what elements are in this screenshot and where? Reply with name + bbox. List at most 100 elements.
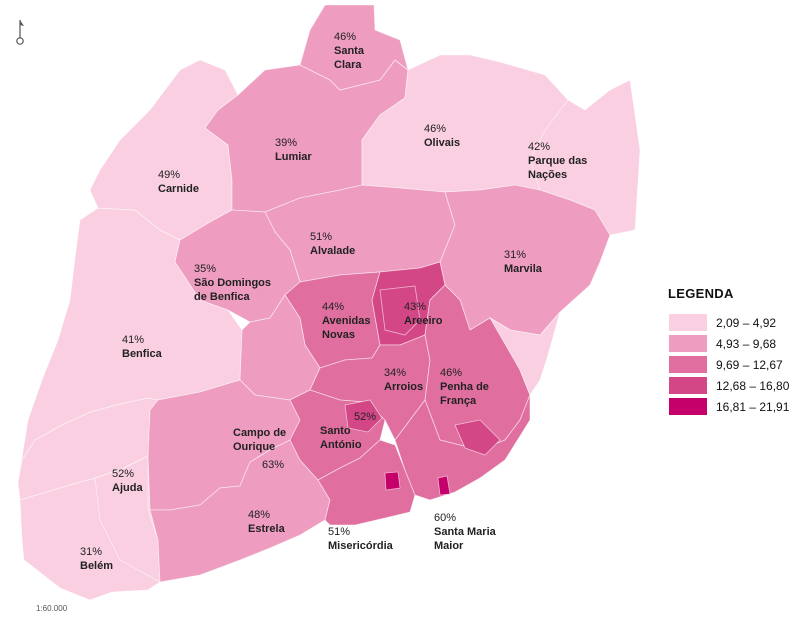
region-hotspot-santo-antonio: [344, 399, 383, 433]
label-benfica: 41% Benfica: [122, 333, 162, 361]
scale-text: 1:60.000: [36, 604, 68, 613]
label-santa-clara: 46% Santa Clara: [334, 30, 364, 72]
label-misericordia: 51% Misericórdia: [328, 525, 393, 553]
label-santo-antonio-pct: 52%: [354, 410, 376, 424]
region-santa-clara: [299, 4, 409, 91]
percent-text: 52%: [354, 411, 377, 423]
legend-row: 4,93 – 9,68: [668, 334, 789, 353]
region-hotspot-east: [454, 419, 501, 456]
label-estrela: 48% Estrela: [248, 508, 285, 536]
parish-name-line2: Nações: [528, 169, 568, 181]
region-sao-domingos-de-benfica: [174, 209, 301, 323]
parish-name: Alvalade: [310, 245, 356, 257]
percent-text: 31%: [80, 546, 103, 558]
parish-name: Belém: [80, 560, 114, 572]
percent-text: 49%: [158, 169, 181, 181]
parish-name: Ajuda: [112, 482, 143, 494]
legend-row: 2,09 – 4,92: [668, 313, 789, 332]
region-hotspot-areeiro: [379, 285, 421, 336]
legend-swatch: [668, 397, 708, 416]
percent-text: 43%: [404, 301, 427, 313]
parish-name: Parque das: [528, 155, 588, 167]
legend-label: 12,68 – 16,80: [716, 378, 790, 393]
label-penha-de-franca: 46% Penha de França: [440, 366, 489, 408]
parish-name: Penha de: [440, 381, 489, 393]
region-east-strip: [488, 311, 561, 396]
label-sao-domingos-de-benfica: 35% São Domingos de Benfica: [194, 262, 271, 304]
parish-name: Benfica: [122, 348, 162, 360]
legend-row: 12,68 – 16,80: [668, 376, 789, 395]
label-parque-das-nacoes: 42% Parque das Nações: [528, 140, 587, 182]
parish-name: Olivais: [424, 137, 461, 149]
map-legend: LEGENDA 2,09 – 4,92 4,93 – 9,68 9,69 – 1…: [668, 286, 789, 418]
region-misericordia: [317, 439, 416, 526]
parish-name: Santa Maria: [434, 526, 496, 538]
north-arrow-icon: [16, 20, 24, 45]
percent-text: 34%: [384, 367, 407, 379]
legend-label: 9,69 – 12,67: [716, 357, 783, 372]
percent-text: 46%: [334, 31, 357, 43]
legend-swatch: [668, 376, 708, 395]
region-hotspot-baixa: [384, 471, 401, 491]
legend-label: 4,93 – 9,68: [716, 336, 777, 351]
legend-swatch: [668, 355, 708, 374]
legend-swatch: [668, 334, 708, 353]
region-hotspot-alfama: [437, 475, 451, 496]
parish-name: Carnide: [158, 183, 199, 195]
legend-label: 2,09 – 4,92: [716, 315, 777, 330]
parish-name-line2: António: [320, 439, 362, 451]
percent-text: 44%: [322, 301, 345, 313]
parish-name-line2: de Benfica: [194, 291, 250, 303]
percent-text: 42%: [528, 141, 551, 153]
parish-name-line2: França: [440, 395, 477, 407]
parish-name: Arroios: [384, 381, 424, 393]
parish-name: Santa: [334, 45, 364, 57]
percent-text: 31%: [504, 249, 527, 261]
parish-name: Misericórdia: [328, 540, 393, 552]
percent-text: 52%: [112, 468, 135, 480]
percent-text: 41%: [122, 334, 145, 346]
label-alvalade: 51% Alvalade: [310, 230, 355, 258]
percent-text: 63%: [262, 459, 285, 471]
parish-name: Avenidas: [322, 315, 371, 327]
percent-text: 51%: [328, 526, 351, 538]
parish-name-line2: Maior: [434, 540, 464, 552]
label-campo-de-ourique: Campo de Ourique: [233, 426, 286, 454]
label-santa-maria-maior: 60% Santa Maria Maior: [434, 511, 496, 553]
legend-swatch: [668, 313, 708, 332]
legend-label: 16,81 – 21,91: [716, 399, 790, 414]
percent-text: 60%: [434, 512, 457, 524]
label-santo-antonio: Santo António: [320, 424, 362, 452]
parish-name: Marvila: [504, 263, 542, 275]
label-areeiro: 43% Areeiro: [404, 300, 443, 328]
label-lumiar: 39% Lumiar: [275, 136, 312, 164]
parish-name: Campo de: [233, 427, 287, 439]
parish-name-line2: Ourique: [233, 441, 276, 453]
percent-text: 39%: [275, 137, 298, 149]
parish-name: Estrela: [248, 523, 285, 535]
parish-name: Areeiro: [404, 315, 443, 327]
label-marvila: 31% Marvila: [504, 248, 542, 276]
legend-title: LEGENDA: [668, 286, 734, 301]
parish-name: Lumiar: [275, 151, 312, 163]
label-olivais: 46% Olivais: [424, 122, 460, 150]
percent-text: 51%: [310, 231, 333, 243]
parish-name-line2: Novas: [322, 329, 356, 341]
percent-text: 46%: [440, 367, 463, 379]
label-campo-de-ourique-pct: 63%: [262, 458, 284, 472]
label-belem: 31% Belém: [80, 545, 113, 573]
parish-name: São Domingos: [194, 277, 272, 289]
legend-row: 16,81 – 21,91: [668, 397, 789, 416]
region-santa-maria-maior: [394, 394, 531, 501]
label-carnide: 49% Carnide: [158, 168, 199, 196]
label-avenidas-novas: 44% Avenidas Novas: [322, 300, 371, 342]
label-arroios: 34% Arroios: [384, 366, 423, 394]
legend-row: 9,69 – 12,67: [668, 355, 789, 374]
label-ajuda: 52% Ajuda: [112, 467, 143, 495]
percent-text: 46%: [424, 123, 447, 135]
parish-name-line2: Clara: [334, 59, 362, 71]
percent-text: 48%: [248, 509, 271, 521]
percent-text: 35%: [194, 263, 217, 275]
parish-name: Santo: [320, 425, 351, 437]
